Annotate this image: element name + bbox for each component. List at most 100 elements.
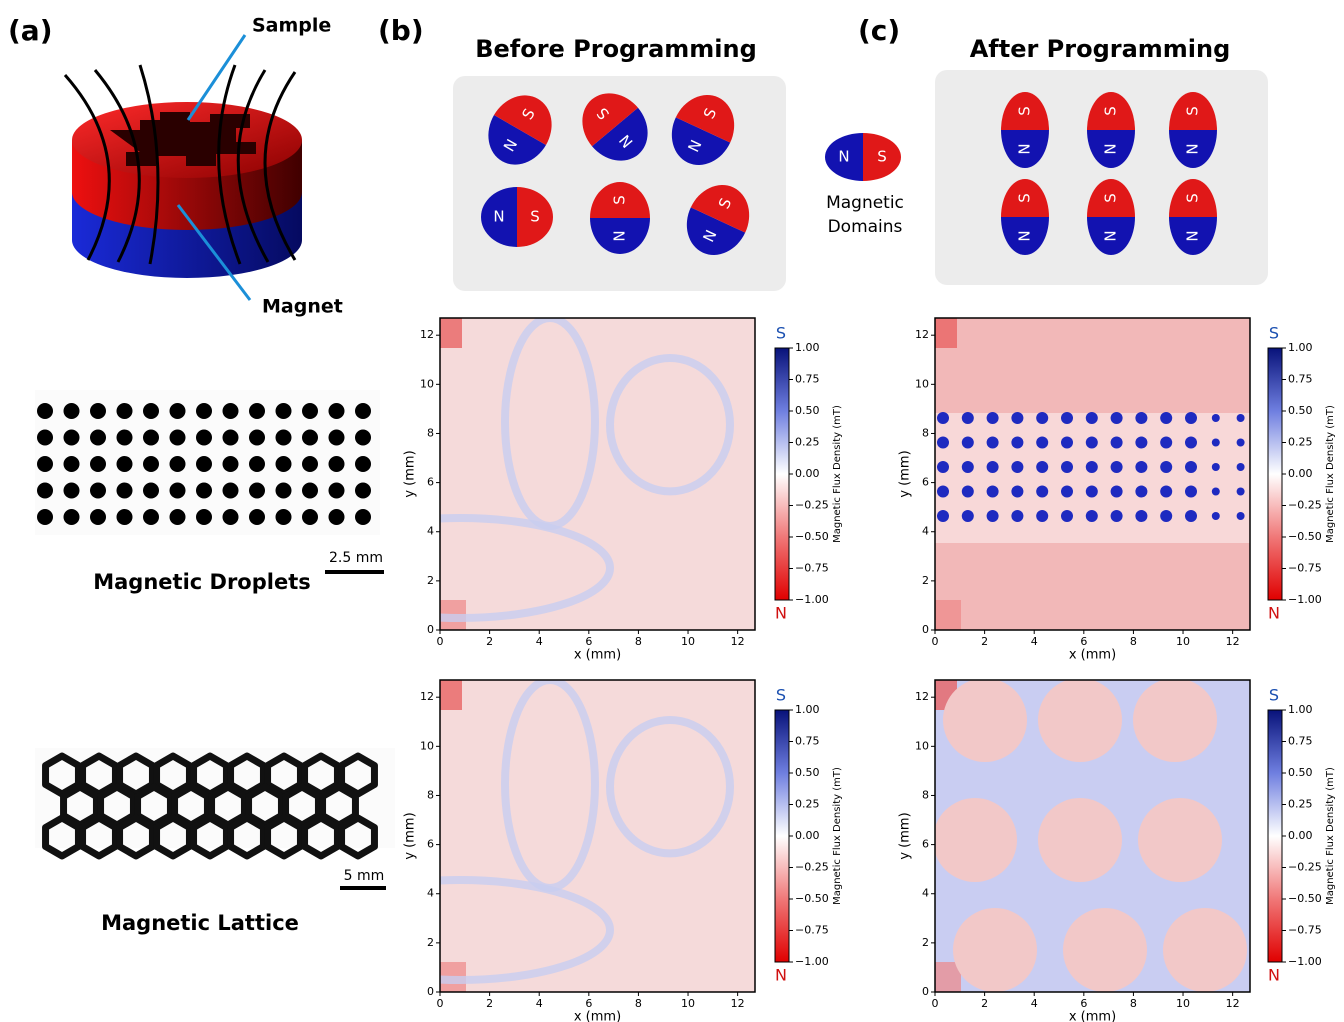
sample-title: Magnetic Lattice [101, 911, 299, 935]
y-tick-label: 10 [420, 377, 434, 390]
spot [1160, 412, 1172, 424]
droplet [249, 483, 265, 499]
pole-label: N [1016, 230, 1034, 241]
colorbar-bottom: N [1268, 604, 1280, 623]
spot [962, 510, 974, 522]
droplet [223, 403, 239, 419]
spot [1011, 412, 1023, 424]
droplet [355, 430, 371, 446]
colorbar-tick-label: −0.75 [1288, 562, 1322, 575]
spot [1111, 510, 1123, 522]
colorbar-tick-label: 0.50 [1288, 766, 1313, 779]
magnetic-domain: NS [1169, 92, 1217, 168]
spot [1111, 486, 1123, 498]
droplet [64, 483, 80, 499]
colorbar [1268, 348, 1282, 600]
spot [987, 461, 999, 473]
spot [1036, 461, 1048, 473]
droplet [249, 430, 265, 446]
droplet [37, 483, 53, 499]
scale-label: 2.5 mm [329, 550, 383, 566]
droplet [90, 509, 106, 525]
colorbar-bottom: N [1268, 966, 1280, 985]
spot [1212, 463, 1220, 471]
sample-title: Magnetic Droplets [93, 570, 311, 594]
pole-label: S [1184, 193, 1202, 203]
spot [937, 510, 949, 522]
cell [1038, 678, 1122, 762]
y-tick-label: 12 [915, 690, 929, 703]
spot [1135, 461, 1147, 473]
y-tick-label: 6 [922, 476, 929, 489]
spot [987, 486, 999, 498]
droplet [143, 456, 159, 472]
spot [1086, 486, 1098, 498]
spot [1212, 439, 1220, 447]
spot [1111, 461, 1123, 473]
panel-label: (a) [8, 14, 53, 47]
spot [962, 461, 974, 473]
colorbar-label: Magnetic Flux Density (mT) [832, 405, 843, 543]
x-tick-label: 2 [981, 635, 988, 648]
colorbar-tick-label: −1.00 [795, 955, 829, 968]
spot [1212, 414, 1220, 422]
cell [1133, 678, 1217, 762]
spot [1160, 437, 1172, 449]
colorbar-tick-label: 0.50 [795, 404, 820, 417]
spot [1086, 412, 1098, 424]
x-tick-label: 10 [1176, 997, 1190, 1010]
droplet [90, 430, 106, 446]
spot [1237, 512, 1245, 520]
colorbar-tick-label: 0.75 [1288, 735, 1313, 748]
cell [1163, 908, 1247, 992]
y-tick-label: 4 [922, 887, 929, 900]
spot [1237, 439, 1245, 447]
colorbar-bottom: N [775, 604, 787, 623]
droplet [302, 483, 318, 499]
droplet [329, 403, 345, 419]
droplet [170, 509, 186, 525]
y-tick-label: 12 [915, 328, 929, 341]
spot [1135, 412, 1147, 424]
x-tick-label: 8 [635, 635, 642, 648]
colorbar-tick-label: −0.75 [795, 924, 829, 937]
x-tick-label: 10 [681, 635, 695, 648]
droplet [37, 403, 53, 419]
colorbar-tick-label: −0.50 [795, 530, 829, 543]
colorbar-tick-label: −0.25 [1288, 861, 1322, 874]
droplet [329, 456, 345, 472]
droplet [355, 403, 371, 419]
y-tick-label: 2 [922, 574, 929, 587]
droplet [196, 509, 212, 525]
spot [1061, 412, 1073, 424]
band [935, 413, 1250, 543]
spot [1237, 414, 1245, 422]
colorbar-label: Magnetic Flux Density (mT) [832, 767, 843, 905]
spot [1160, 510, 1172, 522]
colorbar-tick-label: 0.00 [795, 829, 820, 842]
colorbar-bottom: N [775, 966, 787, 985]
spot [1086, 437, 1098, 449]
x-tick-label: 2 [981, 997, 988, 1010]
droplet [276, 509, 292, 525]
colorbar-top: S [1269, 324, 1279, 343]
spot [987, 510, 999, 522]
y-tick-label: 8 [427, 788, 434, 801]
x-tick-label: 6 [585, 635, 592, 648]
droplet [117, 456, 133, 472]
colorbar-tick-label: 1.00 [795, 341, 820, 354]
colorbar-tick-label: 0.25 [795, 436, 820, 449]
pole-label: N [1102, 143, 1120, 154]
droplet [355, 483, 371, 499]
x-axis-label: x (mm) [1069, 648, 1116, 663]
cell [933, 798, 1017, 882]
droplet [143, 483, 159, 499]
pole-label: S [1184, 106, 1202, 116]
x-tick-label: 4 [1031, 635, 1038, 648]
spot [962, 412, 974, 424]
droplet [90, 456, 106, 472]
x-tick-label: 4 [536, 635, 543, 648]
colorbar-tick-label: 0.75 [795, 373, 820, 386]
droplet [249, 509, 265, 525]
droplet [117, 403, 133, 419]
